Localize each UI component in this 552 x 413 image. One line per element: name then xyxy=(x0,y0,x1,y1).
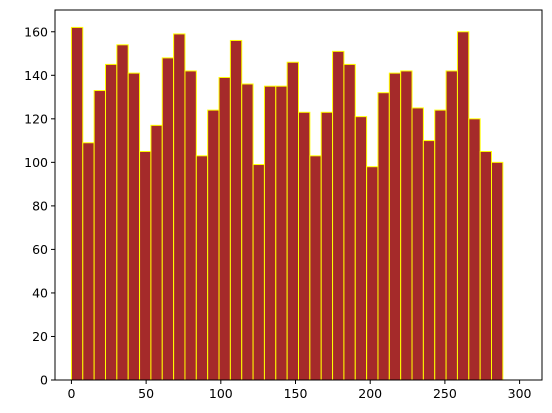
histogram-bar xyxy=(411,107,424,381)
histogram-bar xyxy=(275,85,288,381)
y-tick-label: 120 xyxy=(24,111,48,126)
histogram-bar xyxy=(229,39,243,381)
histogram-bar xyxy=(400,70,413,381)
histogram-bar xyxy=(218,76,231,381)
histogram-bar xyxy=(286,61,300,381)
histogram-bar xyxy=(104,63,118,381)
x-tick-label: 200 xyxy=(358,386,382,401)
y-tick-label: 140 xyxy=(24,68,48,83)
histogram-bar xyxy=(456,31,470,381)
histogram-bar xyxy=(479,150,493,381)
y-tick-label: 20 xyxy=(32,329,48,344)
histogram-bar xyxy=(252,164,265,381)
histogram-bar xyxy=(161,57,175,381)
y-tick-label: 40 xyxy=(32,285,48,300)
histogram-bar xyxy=(343,63,356,381)
y-tick-label: 160 xyxy=(24,24,48,39)
plot-frame xyxy=(54,9,543,381)
y-tick-label: 100 xyxy=(24,155,48,170)
x-tick-label: 0 xyxy=(67,386,75,401)
histogram-bar xyxy=(241,83,254,381)
histogram-bar xyxy=(207,109,220,381)
histogram-bar xyxy=(82,142,95,381)
y-tick-label: 60 xyxy=(32,242,48,257)
histogram-bar xyxy=(195,155,209,381)
histogram-bar xyxy=(434,109,447,381)
histogram-bar xyxy=(491,161,504,381)
histogram-bar xyxy=(93,90,106,381)
x-axis-ticks: 0 50 100 150 200 250 300 xyxy=(67,380,532,401)
histogram-bar xyxy=(150,124,163,381)
histogram-bar xyxy=(366,166,379,381)
x-tick-label: 100 xyxy=(209,386,233,401)
x-tick-label: 50 xyxy=(138,386,154,401)
histogram-bar xyxy=(377,92,390,381)
histogram-bar xyxy=(332,50,345,381)
y-tick-label: 80 xyxy=(32,198,48,213)
x-tick-label: 250 xyxy=(433,386,457,401)
histogram-bar xyxy=(388,72,402,381)
histogram-bar xyxy=(298,111,311,381)
histogram-bar xyxy=(422,140,436,381)
histogram-bar xyxy=(263,85,277,381)
histogram-bar xyxy=(173,33,186,381)
histogram-bar xyxy=(445,70,458,381)
histogram-bar xyxy=(354,116,368,381)
histogram-bar xyxy=(70,26,84,381)
histogram-bar xyxy=(127,72,141,381)
bars-group xyxy=(70,26,504,381)
histogram-bar xyxy=(309,155,322,381)
histogram-bar xyxy=(116,44,129,381)
x-tick-label: 150 xyxy=(284,386,308,401)
y-axis-ticks: 0 20 40 60 80 100 120 140 160 xyxy=(24,24,55,388)
histogram-bar xyxy=(184,70,197,381)
y-tick-label: 0 xyxy=(40,373,48,388)
histogram-bar xyxy=(320,111,334,381)
histogram-bar xyxy=(468,118,481,381)
x-tick-label: 300 xyxy=(508,386,532,401)
histogram-bar xyxy=(139,150,152,381)
